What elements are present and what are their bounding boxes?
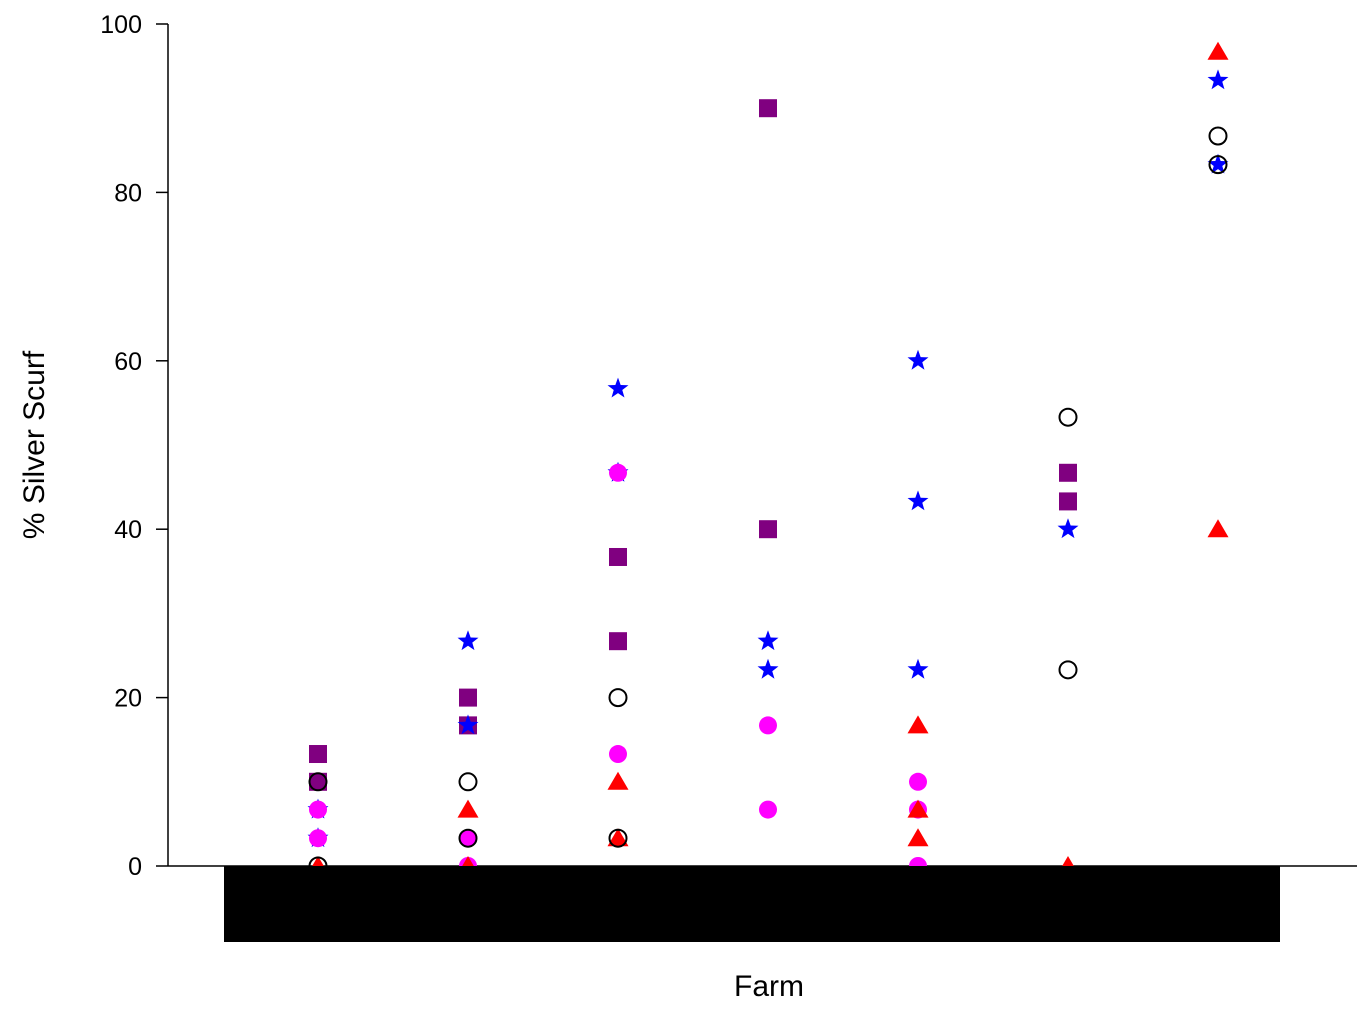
open-circle-marker — [1058, 660, 1078, 680]
y-tick-label: 60 — [114, 348, 142, 376]
square-marker — [459, 688, 477, 707]
square-marker — [309, 745, 327, 764]
filled-circle-marker — [759, 800, 777, 819]
triangle-marker — [907, 799, 929, 818]
star-marker — [757, 630, 779, 651]
filled-circle-marker — [909, 772, 927, 791]
triangle-marker — [907, 828, 929, 847]
triangle-marker — [1207, 519, 1229, 538]
y-tick-label: 20 — [114, 685, 142, 713]
filled-circle-marker — [609, 745, 627, 764]
open-circle-marker — [458, 772, 478, 792]
open-circle-marker — [308, 772, 328, 792]
square-marker — [759, 99, 777, 118]
open-circle-marker — [1208, 126, 1228, 146]
star-marker — [607, 377, 629, 398]
axes: 0 20 40 60 80 100 — [100, 11, 1357, 881]
square-marker — [309, 772, 327, 791]
filled-circle-marker — [309, 800, 327, 819]
filled-circle-marker — [759, 716, 777, 735]
filled-circle-marker — [609, 463, 627, 482]
y-tick-label: 100 — [100, 11, 142, 39]
star-marker — [1207, 153, 1229, 174]
triangle-marker — [457, 799, 479, 818]
star-marker — [1057, 518, 1079, 539]
triangle-marker — [607, 771, 629, 790]
star-marker — [907, 490, 929, 511]
open-circle-marker — [458, 828, 478, 848]
star-marker — [1207, 69, 1229, 90]
y-tick-label: 80 — [114, 179, 142, 207]
y-axis-title: % Silver Scurf — [18, 350, 51, 539]
filled-circle-marker — [459, 829, 477, 848]
square-marker — [1059, 463, 1077, 482]
triangle-marker — [907, 715, 929, 734]
square-marker — [759, 520, 777, 539]
open-circle-marker — [1208, 155, 1228, 175]
y-tick-label: 0 — [128, 853, 142, 881]
open-circle-marker — [608, 828, 628, 848]
star-marker — [757, 658, 779, 679]
open-circle-marker — [1058, 407, 1078, 427]
square-marker — [609, 547, 627, 566]
data-points — [307, 41, 1229, 876]
triangle-marker — [1207, 41, 1229, 60]
star-marker — [907, 658, 929, 679]
star-marker — [457, 630, 479, 651]
redaction-block — [224, 866, 1280, 942]
open-circle-marker — [608, 688, 628, 708]
x-axis-title: Farm — [734, 970, 804, 1003]
star-marker — [907, 349, 929, 370]
star-marker — [457, 714, 479, 735]
square-marker — [609, 632, 627, 651]
square-marker — [1059, 492, 1077, 511]
y-tick-label: 40 — [114, 516, 142, 544]
filled-circle-marker — [309, 829, 327, 848]
triangle-marker — [607, 828, 629, 847]
